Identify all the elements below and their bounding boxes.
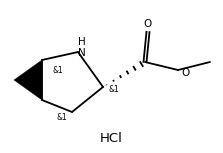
Text: N: N <box>78 48 86 58</box>
Text: &1: &1 <box>52 65 63 75</box>
Text: &1: &1 <box>108 86 119 95</box>
Polygon shape <box>14 60 42 100</box>
Text: &1: &1 <box>57 114 67 123</box>
Text: O: O <box>144 19 152 29</box>
Text: H: H <box>78 37 86 47</box>
Text: O: O <box>182 68 190 78</box>
Text: HCl: HCl <box>99 131 122 144</box>
